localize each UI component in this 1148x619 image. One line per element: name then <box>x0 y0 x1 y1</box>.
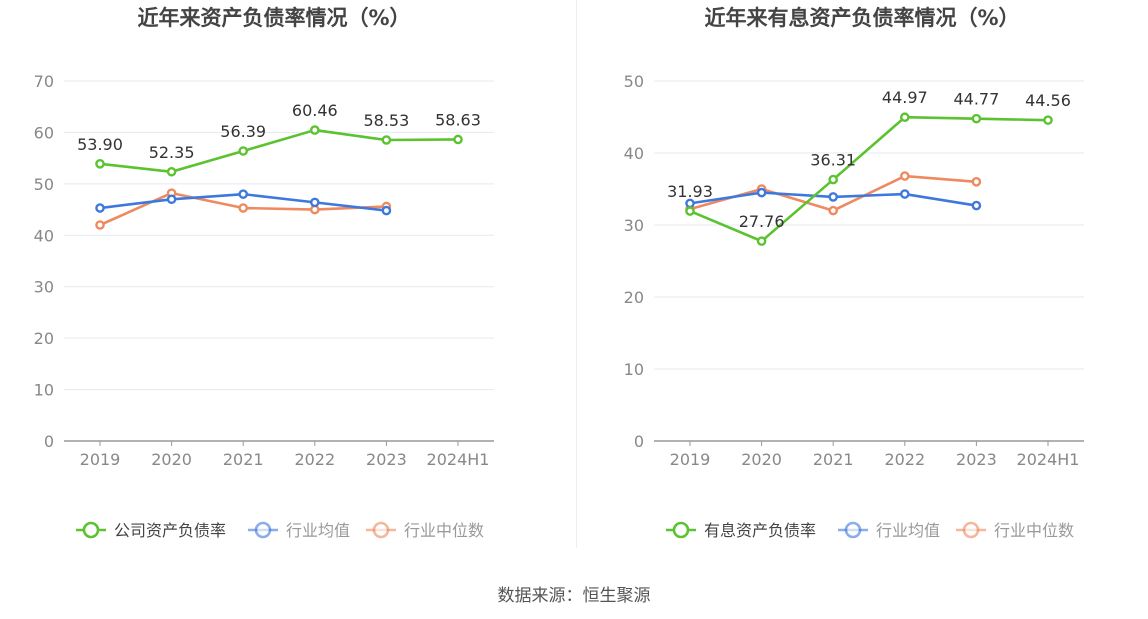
y-tick-label: 70 <box>34 72 54 91</box>
data-label: 36.31 <box>810 151 856 170</box>
x-tick-label: 2024H1 <box>1017 450 1080 469</box>
series-line-0 <box>99 128 459 174</box>
legend-marker <box>372 521 390 539</box>
interest-bearing-debt-ratio-chart: 近年来有息资产负债率情况（%） 0 10 20 30 40 50 2019 2020 2021 20… <box>624 6 1084 540</box>
data-label: 60.46 <box>292 101 338 120</box>
y-tick-label: 20 <box>624 288 644 307</box>
data-label: 31.93 <box>667 182 713 201</box>
data-point <box>900 112 910 123</box>
y-tick-label: 20 <box>34 329 54 348</box>
data-point <box>828 205 839 216</box>
x-tick-label: 2022 <box>884 450 925 469</box>
x-tick-label: 2023 <box>366 450 407 469</box>
y-tick-label: 10 <box>34 381 54 400</box>
y-tick-label: 40 <box>624 144 644 163</box>
data-point <box>900 171 910 181</box>
data-point <box>238 146 248 156</box>
data-point <box>309 125 320 135</box>
x-tick-label: 2022 <box>294 450 335 469</box>
x-tick-label: 2024H1 <box>427 450 490 469</box>
data-point <box>381 205 392 216</box>
data-label: 53.90 <box>77 135 123 154</box>
data-label: 58.63 <box>435 110 481 129</box>
data-point <box>309 197 320 208</box>
data-point <box>166 194 177 205</box>
x-tick-label: 2019 <box>670 450 711 469</box>
legend-marker <box>254 521 272 539</box>
data-label: 27.76 <box>739 212 785 231</box>
data-label: 44.56 <box>1025 91 1071 110</box>
legend-marker <box>844 521 862 539</box>
data-point <box>453 134 463 145</box>
series-line-0 <box>689 115 1049 243</box>
data-source-note: 数据来源：恒生聚源 <box>497 586 651 606</box>
y-tick-label: 50 <box>34 175 54 194</box>
data-label: 56.39 <box>220 122 266 141</box>
y-tick-label: 40 <box>34 226 54 245</box>
data-point <box>756 187 767 198</box>
debt-ratio-chart: 近年来资产负债率情况（%） 0 10 20 30 40 50 60 70 2019 2020 2021… <box>34 6 494 540</box>
x-tick-label: 2020 <box>741 450 782 469</box>
legend-label[interactable]: 行业均值 <box>286 521 350 540</box>
y-tick-label: 30 <box>624 216 644 235</box>
data-point <box>166 166 177 177</box>
legend-marker <box>962 521 980 539</box>
data-label: 44.97 <box>882 88 928 107</box>
legend-label[interactable]: 公司资产负债率 <box>114 521 226 540</box>
y-tick-label: 50 <box>624 72 644 91</box>
data-point <box>685 206 695 216</box>
data-point <box>900 189 910 199</box>
data-point <box>95 203 105 213</box>
chart-divider <box>576 0 577 548</box>
data-point <box>756 236 767 246</box>
data-label: 52.35 <box>149 143 195 162</box>
data-point <box>381 135 392 145</box>
x-tick-label: 2019 <box>80 450 121 469</box>
legend-marker <box>672 521 690 539</box>
data-point <box>971 176 982 187</box>
x-tick-label: 2021 <box>223 450 264 469</box>
y-tick-label: 60 <box>34 123 54 142</box>
chart-title: 近年来资产负债率情况（%） <box>137 6 410 30</box>
data-point <box>971 200 982 211</box>
data-point <box>971 113 982 124</box>
legend-marker <box>82 521 100 539</box>
x-tick-label: 2020 <box>151 450 192 469</box>
data-point <box>828 174 839 185</box>
data-point <box>238 203 248 213</box>
legend-label[interactable]: 行业中位数 <box>994 521 1074 540</box>
data-point <box>828 192 839 202</box>
legend-label[interactable]: 行业均值 <box>876 521 940 540</box>
data-point <box>1043 115 1053 125</box>
y-tick-label: 0 <box>634 432 644 451</box>
x-tick-label: 2023 <box>956 450 997 469</box>
data-point <box>95 220 105 230</box>
legend-label[interactable]: 行业中位数 <box>404 521 484 540</box>
y-tick-label: 30 <box>34 278 54 297</box>
legend-label[interactable]: 有息资产负债率 <box>704 521 816 540</box>
data-point <box>95 158 105 169</box>
x-tick-label: 2021 <box>813 450 854 469</box>
data-point <box>238 189 248 199</box>
data-label: 44.77 <box>953 90 999 109</box>
y-tick-label: 0 <box>44 432 54 451</box>
data-label: 58.53 <box>363 111 409 130</box>
chart-title: 近年来有息资产负债率情况（%） <box>704 6 1019 30</box>
y-tick-label: 10 <box>624 360 644 379</box>
